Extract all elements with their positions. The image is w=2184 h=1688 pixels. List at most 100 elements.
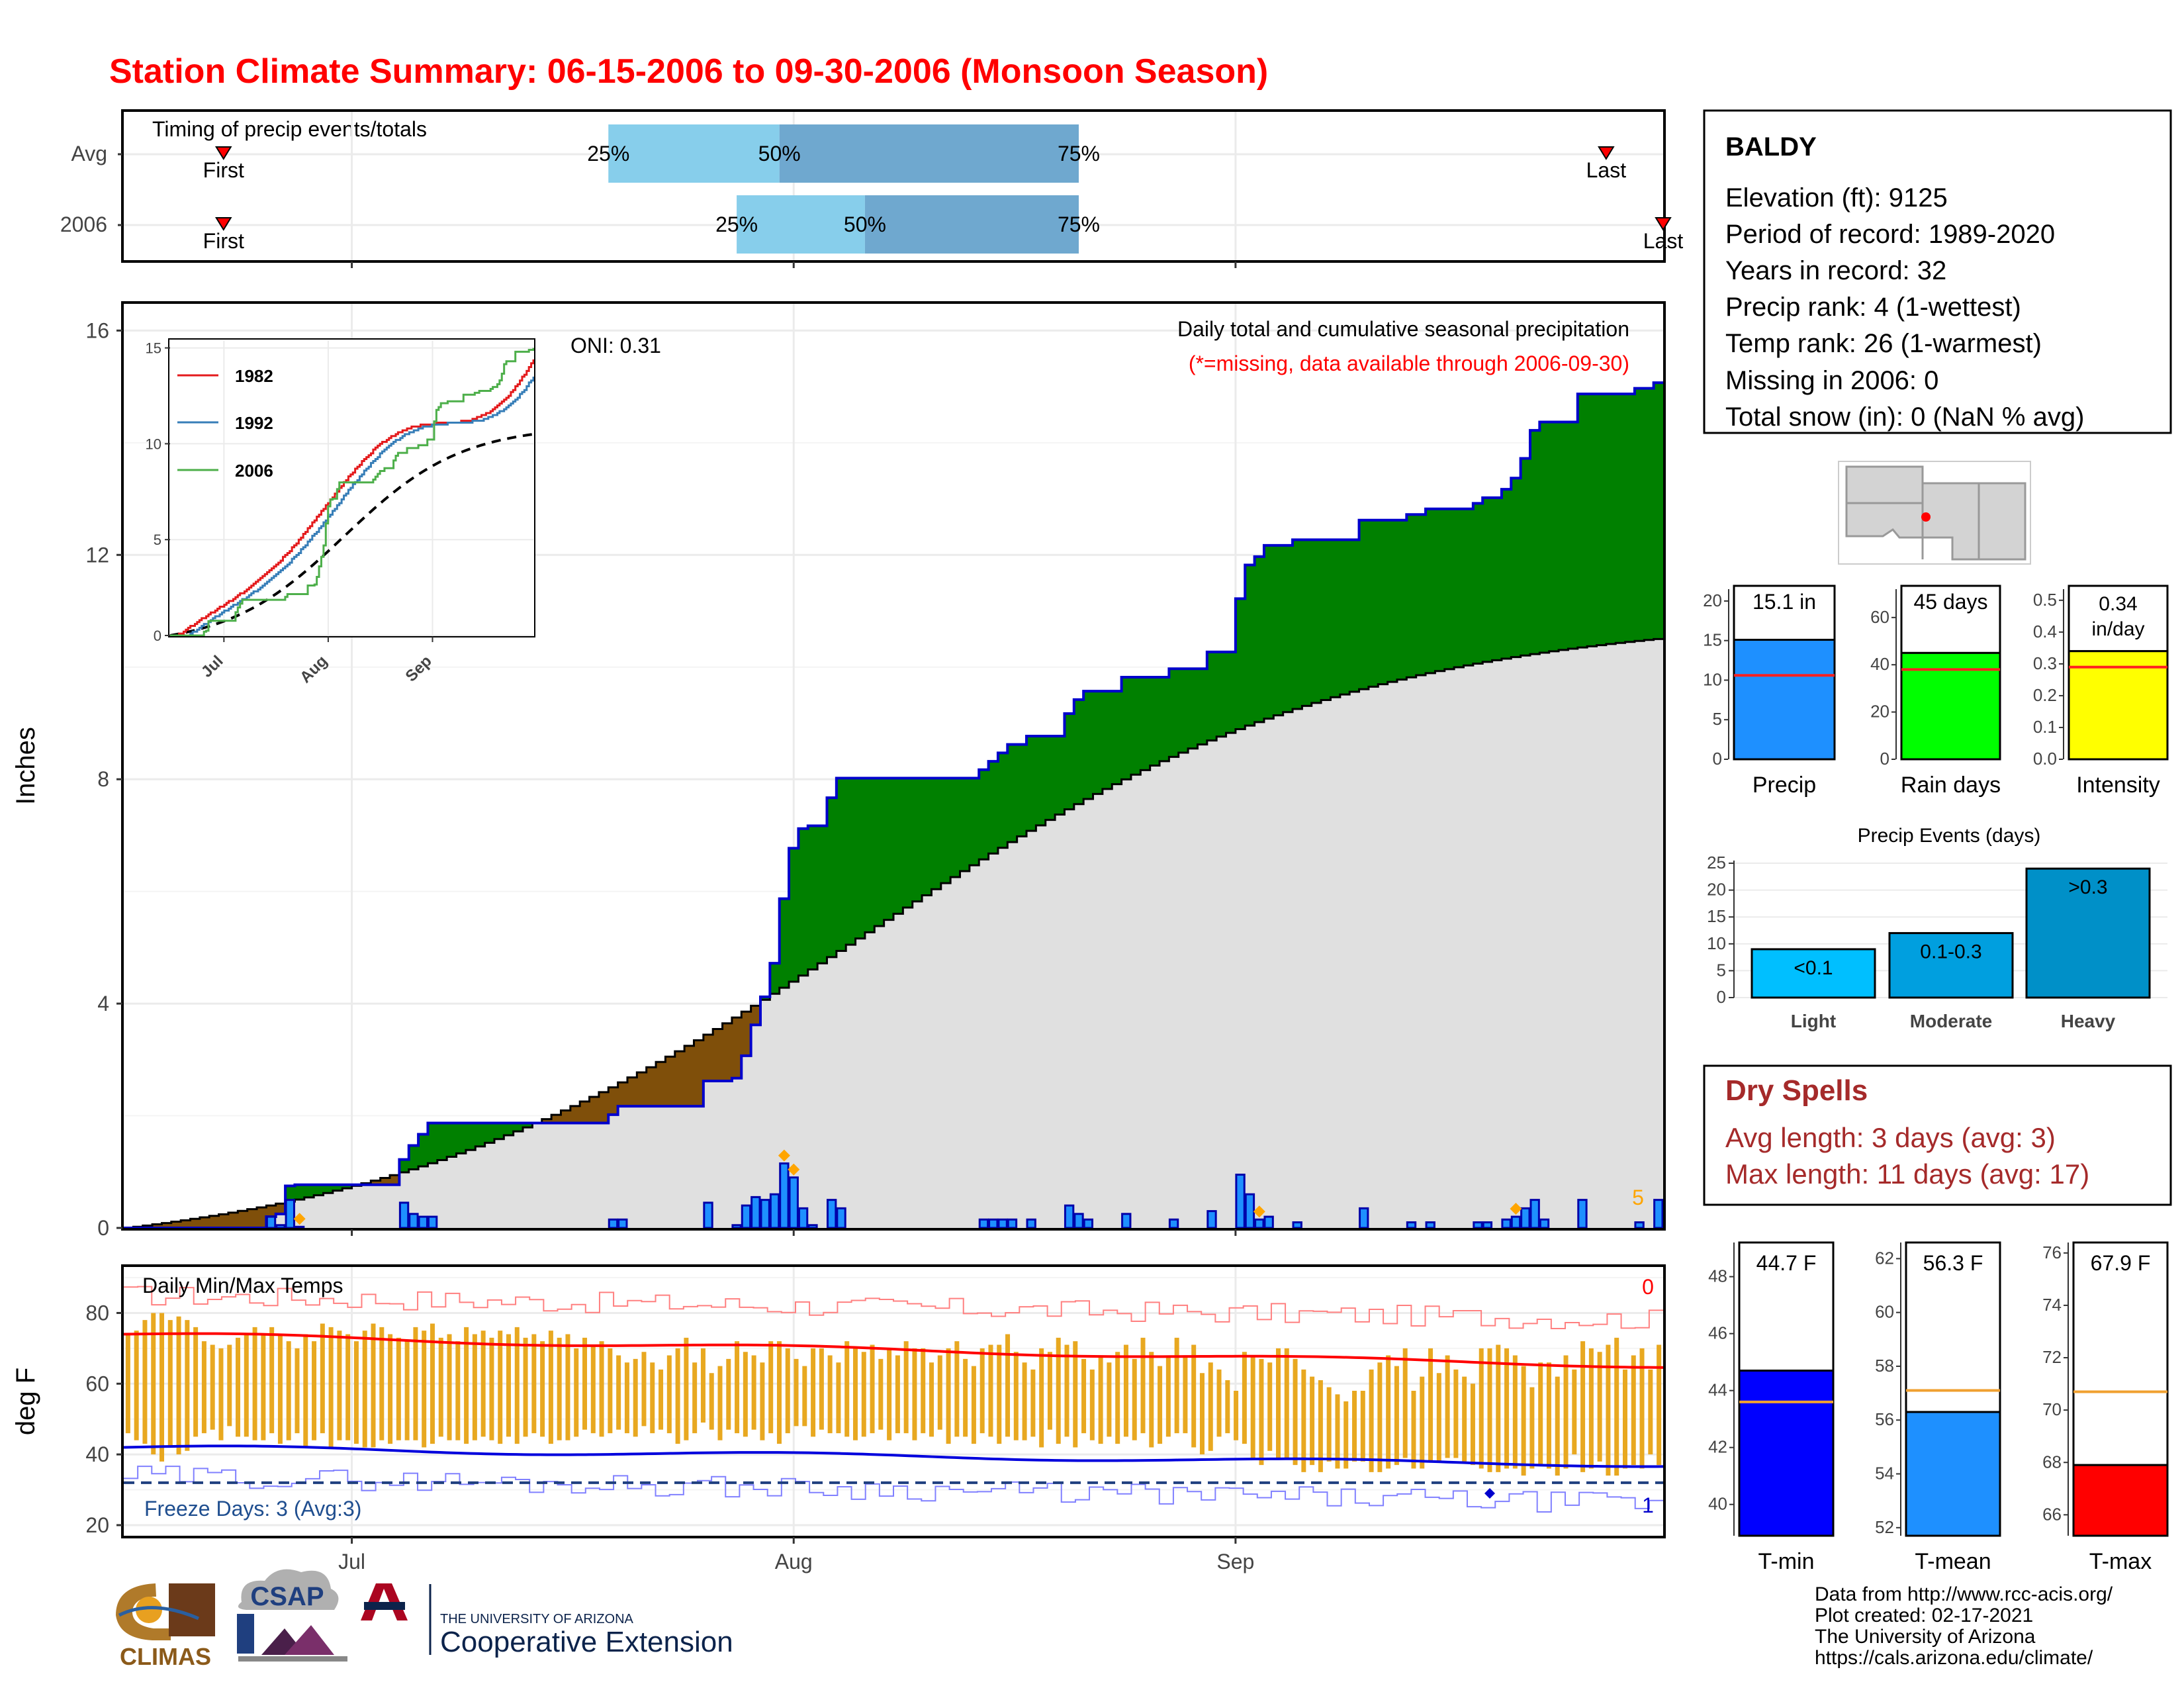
inset-ytick-label: 0 <box>154 628 161 644</box>
extreme-event-marker <box>788 1163 800 1176</box>
daily-precip-bar <box>1539 1218 1550 1229</box>
temp-ytick-label: 40 <box>85 1442 109 1466</box>
daily-precip-bar <box>1501 1218 1512 1229</box>
summary-ytick-label: 0.0 <box>2033 749 2057 769</box>
cumulative-2006-line <box>124 381 1663 1229</box>
precip-ytick-label: 8 <box>97 767 109 791</box>
summary-category-label: Precip <box>1752 773 1816 798</box>
summary-ytick-label: 10 <box>1703 669 1722 689</box>
summary-ytick-label: 0.4 <box>2033 622 2057 641</box>
timing-panel: Timing of precip events/totals 25% 50% 75%… <box>60 109 1684 268</box>
page-title: Station Climate Summary: 06-15-2006 to 0… <box>109 52 1268 91</box>
daily-precip-bar <box>285 1199 295 1229</box>
daily-precip-bar <box>751 1196 761 1229</box>
timing-bar-q50-q75 <box>779 124 1079 183</box>
daily-precip-bar <box>408 1213 419 1229</box>
daily-precip-bar <box>427 1215 438 1229</box>
temp-summary-ytick-label: 66 <box>2042 1504 2062 1524</box>
last-event-label: Last <box>1643 229 1684 253</box>
daily-precip-bar <box>978 1218 989 1229</box>
timing-label-75: 75% <box>1058 212 1100 236</box>
daily-precip-bar <box>418 1215 428 1229</box>
footer: Data from http://www.rcc-acis.org/ Plot … <box>1815 1583 2113 1669</box>
daily-precip-bar <box>617 1218 628 1229</box>
temp-summary-value-label: 67.9 F <box>2091 1251 2151 1275</box>
first-event-label: First <box>203 229 244 253</box>
average-cumulative-line <box>124 637 1663 1229</box>
summary-category-label: Rain days <box>1901 773 2001 798</box>
events-bar <box>1888 932 2014 999</box>
temp-summary-ytick-label: 58 <box>1875 1356 1894 1376</box>
month-tick-label: Jul <box>338 1550 365 1573</box>
station-period: Period of record: 1989-2020 <box>1725 220 2055 249</box>
daily-precip-bar <box>788 1176 799 1229</box>
station-info-box: BALDY Elevation (ft): 9125 Period of rec… <box>1703 109 2172 434</box>
temp-summary-box <box>2072 1241 2169 1466</box>
first-event-label: First <box>203 158 244 182</box>
inset-average-line <box>169 432 534 637</box>
daily-precip-bar <box>1064 1204 1075 1229</box>
dry-spells-box: Dry Spells Avg length: 3 days (avg: 3) M… <box>1703 1064 2172 1206</box>
summary-ytick-label: 20 <box>1870 702 1889 722</box>
timing-row-label-2006: 2006 <box>60 212 107 236</box>
freeze-days-label: Freeze Days: 3 (Avg:3) <box>144 1497 361 1521</box>
daily-precip-bar <box>769 1193 780 1229</box>
average-max-line <box>123 1332 1664 1369</box>
precip-panel-title: Daily total and cumulative seasonal prec… <box>1177 317 1629 341</box>
daily-precip-bar <box>1292 1221 1302 1229</box>
ua-logo: THE UNIVERSITY OF ARIZONA Cooperative Ex… <box>361 1583 733 1658</box>
daily-precip-bar <box>741 1204 752 1229</box>
daily-precip-bar <box>1529 1199 1540 1229</box>
daily-precip-bar <box>731 1224 742 1229</box>
freeze-day-marker <box>1484 1488 1495 1499</box>
temp-summary-ytick-label: 60 <box>1875 1302 1894 1322</box>
inset-series-1992 <box>170 377 535 637</box>
events-category-label: Moderate <box>1910 1011 1992 1031</box>
timing-label-50: 50% <box>758 142 801 165</box>
footer-created: Plot created: 02-17-2021 <box>1815 1605 2033 1626</box>
daily-precip-bar <box>836 1207 846 1229</box>
daily-precip-bar <box>1121 1213 1132 1229</box>
hot-day-count: 0 <box>1642 1275 1654 1299</box>
temp-summary-ytick-label: 40 <box>1708 1494 1727 1514</box>
temp-summary-category-label: T-mean <box>1915 1549 1991 1574</box>
temp-ytick-label: 20 <box>85 1513 109 1537</box>
summary-value-label: 45 days <box>1913 590 1987 614</box>
temp-summary-ytick-label: 76 <box>2042 1243 2062 1262</box>
daily-precip-bar <box>997 1218 1008 1229</box>
daily-precip-bar <box>1244 1193 1255 1229</box>
events-title: Precip Events (days) <box>1858 825 2041 847</box>
last-event-marker <box>1598 146 1615 160</box>
summary-ytick-label: 5 <box>1713 709 1722 729</box>
summary-ytick-label: 0 <box>1880 749 1889 769</box>
temp-summary-bar <box>2072 1464 2169 1537</box>
events-bar-label: 0.1-0.3 <box>1920 941 1981 963</box>
daily-precip-bar <box>1653 1199 1664 1229</box>
events-bar-label: <0.1 <box>1794 957 1833 979</box>
daily-precip-bar <box>1406 1221 1417 1229</box>
daily-precip-bar <box>1168 1218 1179 1229</box>
temp-panel: 20 40 60 80 deg F Daily Min/Max Temps Freez… <box>11 1264 1666 1573</box>
temp-summary-ytick-label: 72 <box>2042 1347 2062 1367</box>
first-event-marker <box>214 146 232 160</box>
daily-precip-bar <box>1510 1215 1522 1229</box>
events-category-label: Light <box>1791 1011 1836 1031</box>
temp-summary-charts: 40 42 44 46 48 44.7 F T-min 52 54 56 58 60 62 56.3 F T… <box>1708 1241 2169 1574</box>
average-cumulative-area <box>124 639 1663 1228</box>
temp-summary-category-label: T-min <box>1758 1549 1815 1574</box>
daily-precip-bar <box>1482 1221 1493 1229</box>
daily-precip-bar <box>1007 1218 1018 1229</box>
station-temp-rank: Temp rank: 26 (1-warmest) <box>1725 329 2042 358</box>
temp-panel-title: Daily Min/Max Temps <box>142 1274 343 1297</box>
precip-count-label: 5 <box>1632 1186 1644 1209</box>
precip-ytick-label: 4 <box>97 992 109 1015</box>
summary-value-box <box>1900 585 2001 654</box>
footer-org: The University of Arizona <box>1815 1626 2036 1648</box>
csap-logo: CSAP <box>237 1569 347 1662</box>
summary-value-label: 0.34 <box>2099 593 2137 615</box>
daily-precip-bar <box>1026 1218 1036 1229</box>
temp-summary-value-label: 44.7 F <box>1756 1251 1817 1275</box>
events-bar <box>2025 867 2151 999</box>
